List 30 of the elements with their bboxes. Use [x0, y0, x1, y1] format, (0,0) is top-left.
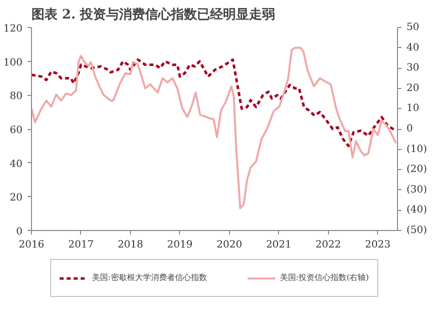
x-tick-label: 2017: [68, 240, 94, 250]
y-tick-label: 120: [3, 24, 23, 34]
chart-title: 图表 2. 投资与消费信心指数已经明显走弱: [32, 6, 276, 22]
y2-tick-label: (10): [406, 144, 428, 155]
y2-tick-label: 30: [406, 62, 420, 74]
y2-tick-label: (50): [406, 225, 428, 236]
line-series: [32, 46, 398, 210]
y-tick-label: 80: [10, 91, 23, 102]
y-tick-label: 20: [10, 192, 23, 204]
x-tick-label: 2019: [167, 240, 193, 250]
x-tick-label: 2021: [266, 240, 292, 250]
legend-label: 美国:投资信心指数(右轴): [280, 272, 369, 283]
legend-label: 美国:密歇根大学消费者信心指数: [92, 272, 207, 283]
y2-tick-label: (40): [406, 204, 428, 216]
y2-tick-label: 10: [406, 103, 420, 114]
y-tick-label: 0: [16, 226, 23, 238]
y2-tick-label: (20): [406, 164, 428, 176]
y-tick-label: 60: [10, 125, 23, 136]
y2-tick-label: 20: [406, 82, 420, 94]
y2-tick-label: 40: [406, 42, 420, 54]
x-tick-label: 2023: [364, 240, 390, 250]
x-tick-label: 2022: [316, 240, 341, 250]
x-tick-label: 2018: [118, 240, 144, 250]
x-tick-label: 2016: [18, 240, 44, 250]
y2-tick-label: (30): [406, 184, 428, 196]
y-tick-label: 100: [3, 57, 23, 68]
y2-tick-label: 0: [406, 124, 413, 134]
y2-tick-label: 50: [406, 22, 420, 33]
x-tick-label: 2020: [216, 240, 242, 250]
y-tick-label: 40: [10, 158, 23, 170]
